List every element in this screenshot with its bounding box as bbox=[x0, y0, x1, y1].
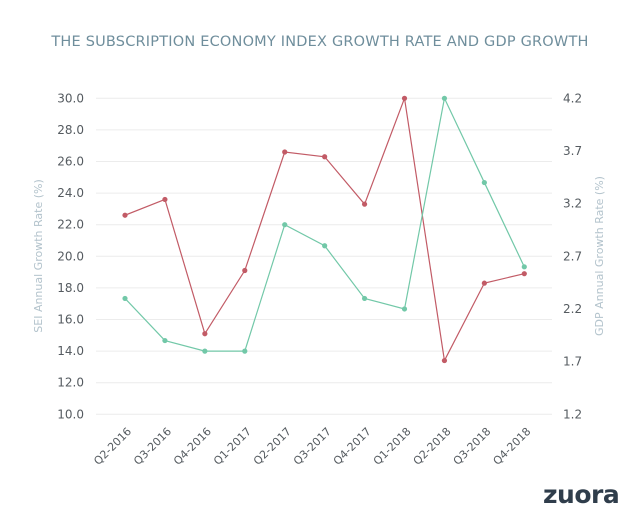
data-point bbox=[122, 212, 128, 218]
data-point bbox=[282, 222, 288, 228]
y-tick-label-left: 28.0 bbox=[57, 123, 84, 137]
chart-title: THE SUBSCRIPTION ECONOMY INDEX GROWTH RA… bbox=[51, 34, 589, 50]
x-tick-label: Q4-2017 bbox=[331, 425, 374, 468]
x-tick-label: Q3-2016 bbox=[131, 425, 174, 468]
data-point bbox=[441, 357, 448, 364]
x-tick-label: Q1-2018 bbox=[371, 425, 414, 468]
y-tick-label-left: 30.0 bbox=[57, 91, 84, 105]
data-point bbox=[202, 348, 208, 354]
data-point bbox=[401, 306, 408, 312]
data-point bbox=[242, 348, 248, 354]
y-tick-label-right: 3.7 bbox=[563, 144, 582, 158]
zuora-logo: zuora bbox=[543, 480, 620, 509]
x-tick-label: Q2-2018 bbox=[411, 425, 454, 468]
series-sei bbox=[122, 95, 527, 364]
y-tick-label-left: 14.0 bbox=[57, 344, 84, 358]
y-tick-label-left: 10.0 bbox=[57, 407, 84, 421]
series-gdp bbox=[122, 95, 527, 354]
y-tick-label-left: 24.0 bbox=[57, 186, 84, 200]
y-tick-label-left: 20.0 bbox=[57, 249, 84, 263]
data-point bbox=[162, 337, 168, 344]
data-point bbox=[481, 179, 487, 186]
data-point bbox=[162, 196, 168, 203]
y-tick-label-right: 2.2 bbox=[563, 302, 582, 316]
y-tick-label-right: 2.7 bbox=[563, 249, 582, 263]
data-point bbox=[242, 267, 248, 274]
data-point bbox=[521, 264, 527, 270]
y-tick-label-right: 3.2 bbox=[563, 197, 582, 211]
data-point bbox=[521, 271, 527, 277]
y-tick-label-left: 18.0 bbox=[57, 281, 84, 295]
y-tick-label-left: 12.0 bbox=[57, 376, 84, 390]
data-point bbox=[322, 243, 328, 249]
data-point bbox=[202, 331, 208, 337]
data-point bbox=[481, 280, 487, 286]
y-tick-label-left: 22.0 bbox=[57, 218, 84, 232]
x-tick-label: Q3-2017 bbox=[291, 425, 334, 468]
x-tick-label: Q1-2017 bbox=[211, 425, 254, 468]
x-tick-label: Q4-2018 bbox=[491, 425, 534, 468]
data-point bbox=[441, 95, 448, 101]
series-line bbox=[124, 95, 525, 363]
y-tick-label-right: 4.2 bbox=[563, 91, 582, 105]
data-point bbox=[322, 154, 328, 160]
y-axis-label-left: SEI Annual Growth Rate (%) bbox=[32, 179, 45, 332]
y-axis-label-right: GDP Annual Growth Rate (%) bbox=[593, 176, 606, 336]
x-tick-label: Q4-2016 bbox=[171, 425, 214, 468]
data-point bbox=[122, 295, 128, 302]
x-tick-label: Q2-2016 bbox=[91, 425, 134, 468]
data-point bbox=[361, 295, 368, 302]
data-point bbox=[361, 201, 368, 207]
y-tick-label-left: 16.0 bbox=[57, 313, 84, 327]
y-tick-label-right: 1.7 bbox=[563, 355, 582, 369]
data-point bbox=[401, 95, 408, 101]
x-tick-label: Q2-2017 bbox=[251, 425, 294, 468]
data-point bbox=[282, 149, 288, 155]
x-tick-label: Q3-2018 bbox=[451, 425, 494, 468]
y-tick-label-right: 1.2 bbox=[563, 407, 582, 421]
y-tick-label-left: 26.0 bbox=[57, 155, 84, 169]
